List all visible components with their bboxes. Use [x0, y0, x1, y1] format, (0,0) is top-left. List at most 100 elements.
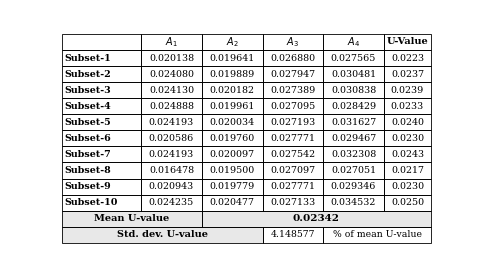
Bar [262, 146, 323, 162]
Bar [323, 82, 383, 98]
Text: 0.029346: 0.029346 [330, 182, 375, 191]
Text: Subset-3: Subset-3 [64, 86, 111, 95]
Bar [262, 50, 323, 66]
Bar [62, 98, 141, 114]
Bar [141, 98, 202, 114]
Bar [62, 179, 141, 195]
Bar [383, 82, 430, 98]
Bar [141, 50, 202, 66]
Bar [383, 195, 430, 211]
Text: $A_4$: $A_4$ [346, 35, 360, 49]
Bar [383, 50, 430, 66]
Bar [323, 162, 383, 179]
Bar [323, 130, 383, 146]
Bar [62, 98, 141, 114]
Text: 0.0239: 0.0239 [390, 86, 423, 95]
Bar [202, 114, 262, 130]
Bar [202, 82, 262, 98]
Bar [202, 211, 430, 227]
Bar [62, 50, 141, 66]
Bar [141, 114, 202, 130]
Bar [62, 130, 141, 146]
Text: 0.02342: 0.02342 [292, 214, 339, 223]
Bar [202, 211, 430, 227]
Bar [141, 34, 202, 50]
Text: 0.024130: 0.024130 [149, 86, 193, 95]
Bar [62, 146, 141, 162]
Text: 0.0250: 0.0250 [390, 198, 423, 207]
Text: 0.027771: 0.027771 [270, 182, 315, 191]
Bar [202, 179, 262, 195]
Bar [141, 34, 202, 50]
Text: 0.032308: 0.032308 [330, 150, 375, 159]
Text: 0.020034: 0.020034 [209, 118, 254, 127]
Bar [202, 98, 262, 114]
Bar [62, 82, 141, 98]
Bar [141, 82, 202, 98]
Text: 0.027542: 0.027542 [270, 150, 315, 159]
Text: 0.027771: 0.027771 [270, 134, 315, 143]
Bar [62, 146, 141, 162]
Bar [323, 146, 383, 162]
Bar [62, 82, 141, 98]
Bar [383, 82, 430, 98]
Bar [262, 227, 323, 243]
Text: 4.148577: 4.148577 [270, 230, 314, 239]
Text: Subset-8: Subset-8 [64, 166, 111, 175]
Bar [262, 34, 323, 50]
Text: 0.027095: 0.027095 [270, 102, 315, 111]
Bar [262, 66, 323, 82]
Bar [62, 114, 141, 130]
Bar [383, 179, 430, 195]
Bar [323, 34, 383, 50]
Bar [141, 162, 202, 179]
Bar [383, 195, 430, 211]
Text: 0.0237: 0.0237 [390, 70, 423, 79]
Bar [323, 179, 383, 195]
Text: $A_2$: $A_2$ [225, 35, 238, 49]
Bar [202, 146, 262, 162]
Bar [323, 98, 383, 114]
Bar [262, 195, 323, 211]
Text: $A_3$: $A_3$ [286, 35, 299, 49]
Text: 0.020586: 0.020586 [148, 134, 194, 143]
Bar [383, 130, 430, 146]
Bar [323, 34, 383, 50]
Bar [323, 114, 383, 130]
Bar [262, 179, 323, 195]
Bar [323, 98, 383, 114]
Text: 0.027193: 0.027193 [270, 118, 315, 127]
Bar [383, 66, 430, 82]
Text: Subset-4: Subset-4 [64, 102, 111, 111]
Text: 0.029467: 0.029467 [330, 134, 375, 143]
Bar [141, 146, 202, 162]
Text: Mean U-value: Mean U-value [94, 214, 169, 223]
Bar [202, 82, 262, 98]
Bar [262, 179, 323, 195]
Text: Subset-9: Subset-9 [64, 182, 110, 191]
Bar [62, 34, 141, 50]
Text: 0.024193: 0.024193 [148, 150, 194, 159]
Bar [383, 66, 430, 82]
Text: Subset-5: Subset-5 [64, 118, 110, 127]
Bar [323, 66, 383, 82]
Bar [383, 146, 430, 162]
Bar [323, 114, 383, 130]
Text: 0.020138: 0.020138 [149, 53, 193, 62]
Bar [202, 162, 262, 179]
Bar [262, 82, 323, 98]
Text: 0.027565: 0.027565 [330, 53, 375, 62]
Text: 0.0243: 0.0243 [390, 150, 423, 159]
Bar [62, 179, 141, 195]
Text: 0.024888: 0.024888 [149, 102, 193, 111]
Bar [383, 50, 430, 66]
Bar [202, 66, 262, 82]
Bar [323, 179, 383, 195]
Bar [62, 227, 262, 243]
Text: $A_1$: $A_1$ [165, 35, 178, 49]
Text: 0.027389: 0.027389 [270, 86, 315, 95]
Text: 0.024193: 0.024193 [148, 118, 194, 127]
Bar [262, 66, 323, 82]
Bar [383, 162, 430, 179]
Bar [202, 66, 262, 82]
